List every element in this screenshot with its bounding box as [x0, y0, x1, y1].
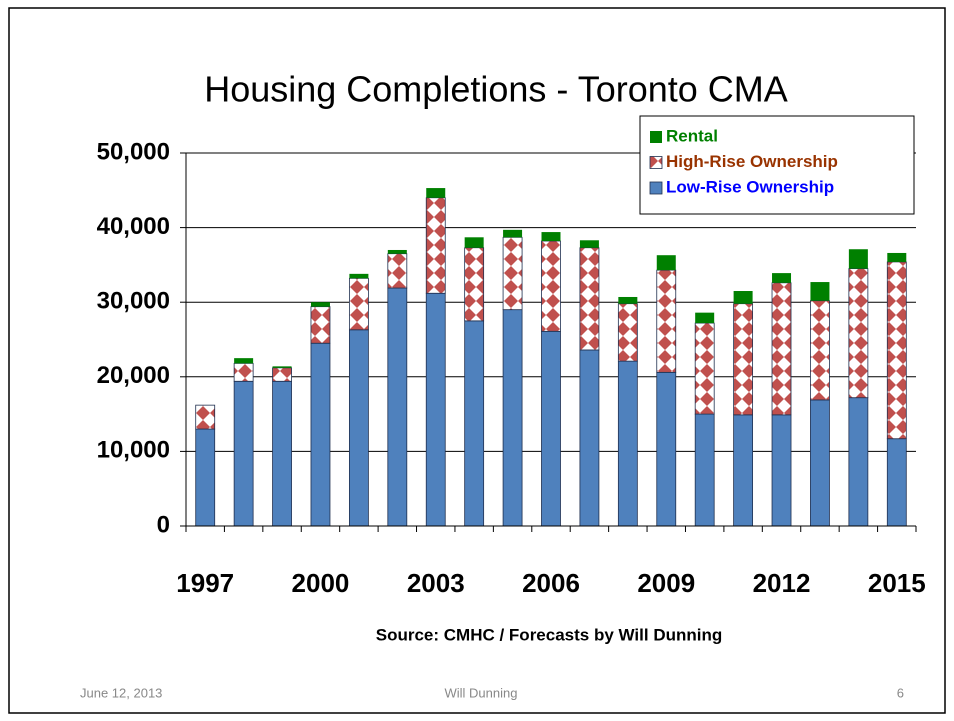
y-tick-label: 0 [157, 511, 170, 538]
bar-segment [272, 380, 292, 527]
bar-segment [272, 366, 292, 368]
x-tick-label: 1997 [176, 568, 234, 598]
chart-title: Housing Completions - Toronto CMA [204, 69, 788, 110]
bar-segment [387, 287, 408, 527]
legend-swatch [649, 156, 663, 169]
bar-segment [502, 309, 523, 527]
bar-segment [694, 413, 715, 527]
bar-segment [733, 303, 754, 416]
legend-label: Rental [666, 126, 718, 145]
legend-label: High-Rise Ownership [666, 152, 838, 171]
y-tick-label: 10,000 [97, 437, 170, 464]
y-tick-label: 50,000 [97, 138, 170, 165]
legend-swatch [650, 131, 662, 143]
bar-segment [656, 255, 676, 271]
x-tick-label: 2012 [753, 568, 811, 598]
bar-segment [810, 399, 830, 527]
x-tick-label: 2015 [868, 568, 926, 598]
bar-segment [464, 237, 484, 248]
bar-segment [618, 296, 638, 304]
x-tick-label: 2006 [522, 568, 580, 598]
bar-segment [195, 428, 216, 527]
bar-segment [425, 292, 446, 527]
bar-segment [464, 247, 485, 322]
bar-segment [886, 261, 907, 440]
bar-segment [810, 282, 830, 301]
bar-segment [387, 249, 407, 254]
source-note: Source: CMHC / Forecasts by Will Dunning [376, 625, 723, 644]
x-tick-label: 2000 [292, 568, 350, 598]
x-tick-label: 2009 [637, 568, 695, 598]
bar-segment [733, 414, 754, 527]
bar-segment [234, 358, 254, 364]
bar-segment [195, 404, 216, 430]
bar-segment [810, 300, 830, 401]
bar-segment [541, 232, 561, 242]
bar-segment [348, 329, 369, 527]
bar-segment [771, 414, 792, 527]
bar-segment [233, 380, 254, 527]
bar-segment [848, 249, 868, 269]
bar-segment [695, 312, 715, 324]
bar-segment [848, 397, 869, 527]
bar-segment [771, 282, 792, 416]
y-tick-label: 30,000 [97, 288, 170, 315]
bar-segment [772, 273, 792, 283]
x-tick-label: 2003 [407, 568, 465, 598]
bar-segment [426, 188, 446, 198]
bar-segment [656, 371, 677, 527]
bar-segment [503, 229, 523, 238]
bar-segment [887, 252, 907, 262]
bar-segment [848, 268, 869, 399]
bar-segment [694, 322, 715, 415]
bar-segment [348, 277, 369, 331]
bar-segment [886, 438, 907, 527]
y-tick-label: 40,000 [97, 213, 170, 240]
legend-swatch [649, 181, 663, 195]
bar-segment [656, 269, 677, 373]
bar-segment [425, 197, 446, 294]
bar-segment [733, 291, 753, 304]
bar-segment [387, 253, 408, 289]
legend-label: Low-Rise Ownership [666, 177, 834, 196]
bar-segment [310, 342, 331, 527]
bar-segment [310, 306, 331, 344]
bar-segment [579, 240, 599, 248]
bar-segment [464, 320, 485, 527]
y-tick-label: 20,000 [97, 362, 170, 389]
footer-date: June 12, 2013 [80, 685, 162, 700]
bar-segment [579, 349, 600, 527]
bar-segment [310, 302, 330, 307]
bar-segment [579, 247, 600, 351]
legend-box [639, 115, 915, 215]
bar-segment [272, 367, 292, 382]
bar-segment [502, 236, 523, 311]
footer-author: Will Dunning [445, 685, 518, 700]
bar-segment [617, 360, 638, 527]
bar-segment [617, 303, 638, 362]
bar-segment [541, 240, 561, 332]
bar-segment [233, 362, 254, 382]
footer-page: 6 [897, 685, 904, 700]
slide-border [8, 7, 946, 714]
bar-segment [349, 273, 369, 279]
bar-segment [541, 330, 561, 527]
